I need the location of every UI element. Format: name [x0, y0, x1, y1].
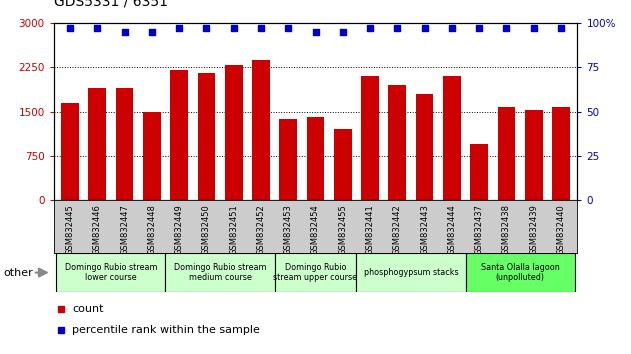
Text: GSM832443: GSM832443: [420, 204, 429, 255]
Point: [365, 25, 375, 31]
Point: [447, 25, 457, 31]
Bar: [61, 103, 79, 200]
Text: GSM832440: GSM832440: [557, 204, 565, 255]
Text: GSM832446: GSM832446: [93, 204, 102, 255]
Text: GSM832437: GSM832437: [475, 204, 484, 255]
Text: percentile rank within the sample: percentile rank within the sample: [72, 325, 260, 336]
Bar: [416, 94, 433, 200]
Text: GSM832444: GSM832444: [447, 204, 456, 255]
Text: GSM832453: GSM832453: [284, 204, 293, 255]
Bar: [165, 253, 274, 292]
Text: count: count: [72, 304, 103, 314]
Text: GSM832450: GSM832450: [202, 204, 211, 255]
Point: [420, 25, 430, 31]
Bar: [307, 118, 324, 200]
Text: Santa Olalla lagoon
(unpolluted): Santa Olalla lagoon (unpolluted): [481, 263, 560, 282]
Text: GSM832447: GSM832447: [120, 204, 129, 255]
Bar: [225, 65, 242, 200]
Bar: [552, 107, 570, 200]
Bar: [280, 119, 297, 200]
Text: GSM832448: GSM832448: [147, 204, 156, 255]
Text: GSM832452: GSM832452: [256, 204, 266, 255]
Bar: [334, 129, 351, 200]
Point: [201, 25, 211, 31]
Bar: [88, 88, 106, 200]
Text: Domingo Rubio
stream upper course: Domingo Rubio stream upper course: [273, 263, 358, 282]
Bar: [470, 144, 488, 200]
Bar: [143, 112, 161, 200]
Bar: [357, 253, 466, 292]
Point: [556, 25, 566, 31]
Point: [474, 25, 484, 31]
Text: Domingo Rubio stream
lower course: Domingo Rubio stream lower course: [64, 263, 157, 282]
Bar: [443, 76, 461, 200]
Text: GSM832451: GSM832451: [229, 204, 238, 255]
Bar: [170, 70, 188, 200]
Text: GSM832449: GSM832449: [175, 204, 184, 255]
Point: [392, 25, 403, 31]
Point: [92, 25, 102, 31]
Bar: [115, 88, 133, 200]
Text: GSM832438: GSM832438: [502, 204, 511, 255]
Text: GSM832441: GSM832441: [365, 204, 375, 255]
Text: GSM832454: GSM832454: [311, 204, 320, 255]
Point: [119, 29, 129, 35]
Text: GSM832455: GSM832455: [338, 204, 347, 255]
Bar: [525, 110, 543, 200]
Bar: [498, 107, 516, 200]
Point: [310, 29, 321, 35]
Text: GSM832439: GSM832439: [529, 204, 538, 255]
Text: GDS5331 / 6351: GDS5331 / 6351: [54, 0, 168, 9]
Bar: [389, 85, 406, 200]
Text: phosphogypsum stacks: phosphogypsum stacks: [363, 268, 458, 277]
Text: other: other: [3, 268, 33, 278]
Bar: [198, 73, 215, 200]
Point: [338, 29, 348, 35]
Point: [529, 25, 539, 31]
Bar: [274, 253, 357, 292]
Point: [283, 25, 293, 31]
Bar: [56, 253, 165, 292]
Text: GSM832445: GSM832445: [66, 204, 74, 255]
Point: [174, 25, 184, 31]
Text: Domingo Rubio stream
medium course: Domingo Rubio stream medium course: [174, 263, 266, 282]
Point: [502, 25, 512, 31]
Text: GSM832442: GSM832442: [393, 204, 402, 255]
Point: [147, 29, 157, 35]
Bar: [466, 253, 575, 292]
Bar: [252, 59, 270, 200]
Point: [228, 25, 239, 31]
Bar: [361, 76, 379, 200]
Point: [65, 25, 75, 31]
Point: [256, 25, 266, 31]
